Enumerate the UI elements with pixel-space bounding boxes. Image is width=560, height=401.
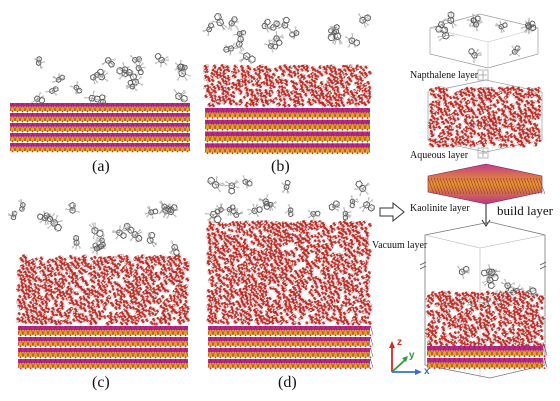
coordinate-axes [389,341,422,375]
water-box-d [205,220,373,326]
panel-b [202,13,373,155]
kaolinite-slab-a [9,102,191,153]
napthalene-molecules-a [31,53,191,109]
panel-label-c: (c) [92,374,110,391]
build-box [419,221,548,379]
kaolinite-slab-c [17,325,189,370]
panel-label-d: (d) [278,374,297,391]
aqueous-layer-label: Aqueous layer [410,150,469,161]
napthalene-layer-label: Napthalene layer [410,70,479,81]
kaolinite-slab-d [207,325,374,370]
napthalene-molecules-b [202,13,371,64]
build-layer-label: build layer [497,203,553,218]
panel-label-a: (a) [92,158,110,175]
water-box-c [15,254,191,327]
kaolinite-slab-b [204,107,371,155]
kaolinite-layer-box [427,163,546,205]
vacuum-layer-label: Vacuum layer [372,240,428,251]
plus-icon-2 [477,147,489,159]
axis-label-y: y [409,350,415,361]
water-box-b [202,64,373,108]
axis-label-x: x [424,366,430,377]
panel-a [9,53,191,153]
kaolinite-layer-label: Kaolinite layer [410,203,470,214]
aqueous-layer-box [427,79,543,153]
napthalene-layer-box [429,11,539,69]
panel-d [204,175,375,370]
axis-label-z: z [397,337,402,348]
napthalene-molecules-d [204,175,375,224]
transition-arrow [379,201,405,223]
napthalene-molecules-c [7,198,181,256]
panel-c [7,198,191,370]
plus-icon-1 [477,69,489,81]
panel-label-b: (b) [271,158,290,175]
